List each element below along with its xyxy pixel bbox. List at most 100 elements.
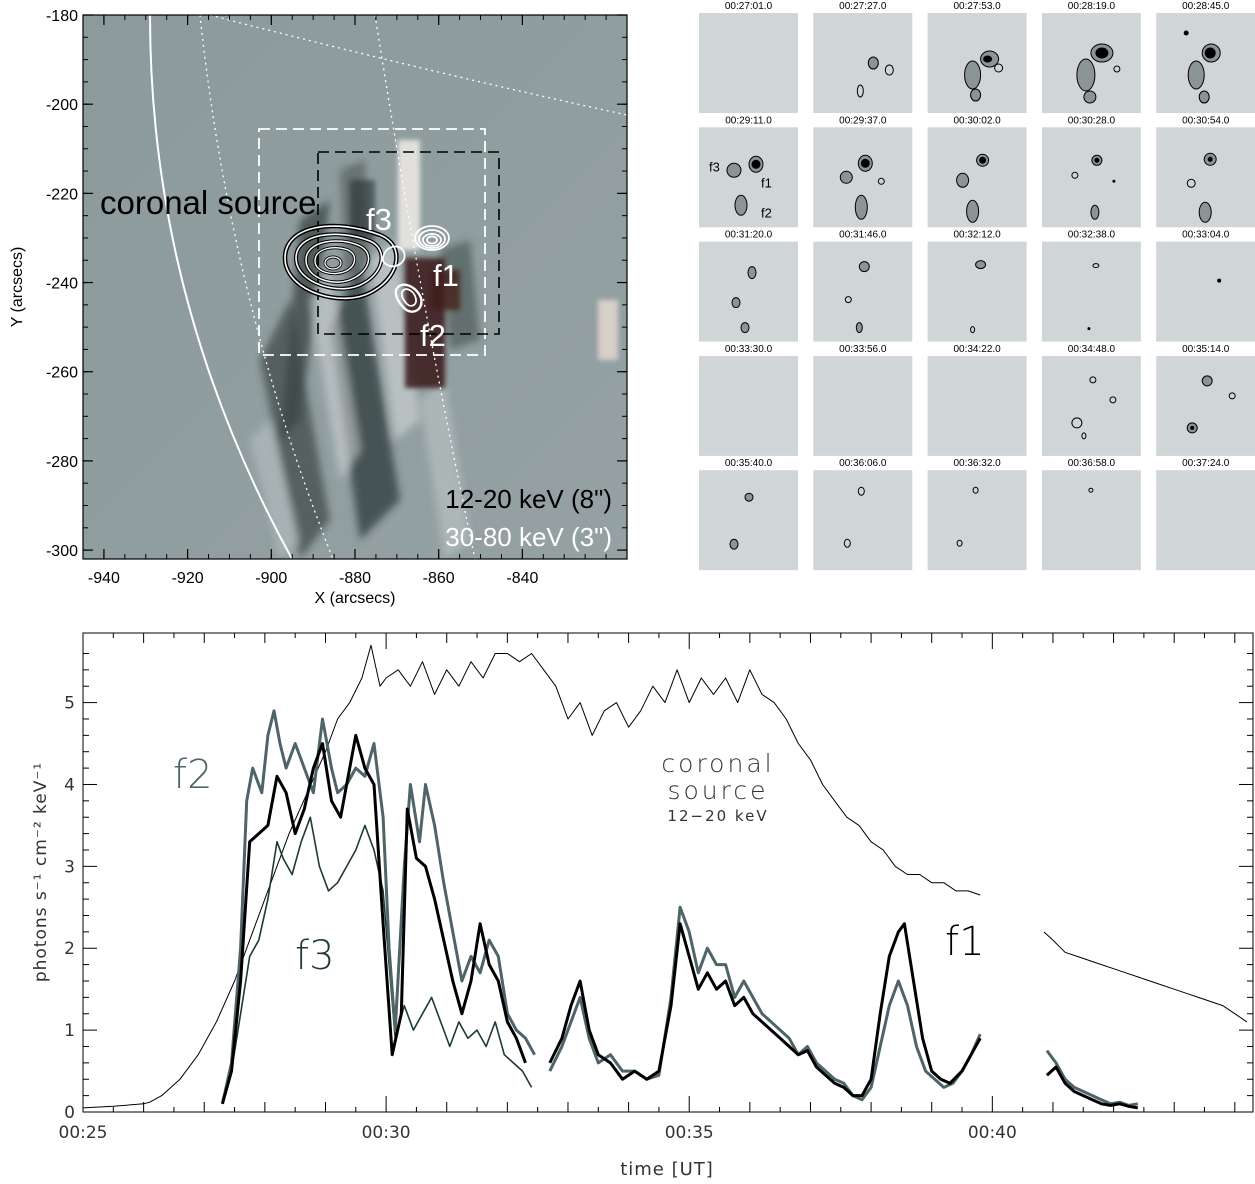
thumbnail-contour [855,322,863,334]
footpoint-contours [381,225,450,313]
lc-x-tick-label: 00:25 [59,1123,108,1143]
thumbnail-contour [1228,392,1236,400]
thumbnail-contour [1071,417,1083,429]
thumbnail-contour [1094,157,1100,163]
thumbnail-contour [1112,179,1116,183]
map-x-axis-label: X (arcsecs) [315,590,396,607]
thumbnail-contour [860,158,870,168]
thumbnail-contour [843,538,851,548]
thumbnail-contour [744,492,754,502]
lc-y-tick-label: 1 [64,1021,75,1041]
thumbnail-time-label: 00:35:14.0 [1182,344,1230,355]
map-y-axis-label: Y (arcsecs) [9,247,26,328]
thumbnail-panel [699,127,798,228]
coronal-annotation-line1: coronal [661,749,774,778]
thumbnail-panel [813,241,913,342]
coronal-source-label: coronal source [100,184,316,221]
thumbnail-panel [1156,470,1255,571]
lc-x-tick-label: 00:40 [968,1123,1017,1143]
legend-low-energy: 12-20 keV (8") [445,484,612,514]
f2-map-label: f2 [420,318,446,353]
thumbnail-contour [1217,278,1222,283]
thumbnail-contour [729,538,739,550]
thumbnail-contour [1081,432,1087,440]
map-x-tick-label: -840 [506,570,538,587]
thumbnail-panel [699,355,798,456]
thumbnail-contour [1076,58,1096,92]
thumbnail-contour [1089,376,1097,384]
f3-map-label: f3 [366,202,392,237]
series-line-segment [548,905,982,1102]
thumbnail-contour [844,296,852,304]
thumbnail-time-label: 00:27:01.0 [725,1,773,12]
map-axes: -940 -920 -900 -880 -860 -840 -180 -200 -220 -240… [46,8,628,587]
thumbnail-panel [813,13,913,113]
fov-box-white [258,128,486,356]
series-line-segment [548,922,982,1098]
thumbnail-time-label: 00:32:12.0 [953,230,1001,241]
map-x-tick-label: -920 [172,570,204,587]
lc-x-tick-label: 00:30 [362,1123,411,1143]
map-x-tick-label: -940 [88,570,120,587]
thumbnail-contour [983,55,993,63]
thumbnail-panel [699,470,798,571]
thumbnail-panel [699,13,798,113]
thumbnail-contour [1090,204,1100,220]
f1-map-label: f1 [433,258,459,293]
thumbnail-f2-label: f2 [761,205,772,220]
thumbnail-time-label: 00:34:48.0 [1068,344,1116,355]
thumbnail-contour [1087,327,1091,331]
lc-x-axis-label: time [UT] [620,1159,714,1180]
thumbnail-contour [956,539,963,547]
thumbnail-panel [813,355,913,456]
thumbnail-contour [970,88,982,102]
thumbnail-f3-label: f3 [709,159,720,174]
thumbnail-contour [734,194,748,216]
thumbnail-contour [1083,90,1097,104]
map-y-tick-label: -240 [46,276,78,293]
thumbnail-contour [1186,178,1196,188]
thumbnail-contour [747,266,757,280]
thumbnail-contour [972,486,979,494]
lc-x-tick-label: 00:35 [665,1123,714,1143]
series-line-segment [1045,1065,1139,1110]
lc-y-tick-label: 5 [64,694,75,714]
thumbnail-contour [979,156,987,164]
light-curve-series [82,644,1248,1110]
thumbnail-time-label: 00:27:27.0 [839,1,887,12]
thumbnail-contour [956,172,970,188]
solar-map-panel: coronal source f3 f1 f2 12-20 keV (8") 3… [9,8,628,607]
thumbnail-time-label: 00:33:56.0 [839,344,887,355]
thumbnail-time-label: 00:33:30.0 [725,344,773,355]
coronal-annotation-line2: source [667,776,768,805]
thumbnail-time-label: 00:29:11.0 [725,115,772,126]
thumbnail-time-label: 00:31:46.0 [839,230,887,241]
thumbnail-panel [813,470,913,571]
thumbnail-time-label: 00:32:38.0 [1068,230,1116,241]
map-x-tick-label: -860 [423,570,455,587]
series-line-segment [220,709,536,1105]
series-f1 [220,733,1139,1110]
thumbnail-contour [854,194,868,220]
thumbnail-contour [1187,60,1205,90]
series-coronal-source [82,644,1248,1109]
thumbnail-time-label: 00:30:54.0 [1182,115,1230,126]
thumbnail-contour [1198,201,1212,223]
map-y-tick-label: -180 [46,8,78,25]
thumbnail-contour [751,159,761,169]
thumbnail-contour [1071,171,1079,179]
thumbnail-time-label: 00:28:19.0 [1068,1,1116,12]
thumbnail-panel [927,355,1027,456]
thumbnail-contour [994,63,1004,73]
thumbnail-contour [1204,47,1216,59]
thumbnail-grid: 00:27:01.0 00:27:27.0 00:27:53.0 00:28:19.0… [699,1,1255,571]
coronal-annotation-line3: 12−20 keV [667,807,768,825]
thumbnail-contour [1092,263,1100,269]
thumbnail-time-label: 00:28:45.0 [1182,1,1230,12]
map-y-tick-label: -200 [46,97,78,114]
thumbnail-contour [1190,425,1195,430]
map-y-tick-label: -300 [46,543,78,560]
thumbnail-time-label: 00:36:06.0 [839,458,887,469]
map-x-tick-label: -900 [255,570,287,587]
thumbnail-time-label: 00:34:22.0 [953,344,1001,355]
